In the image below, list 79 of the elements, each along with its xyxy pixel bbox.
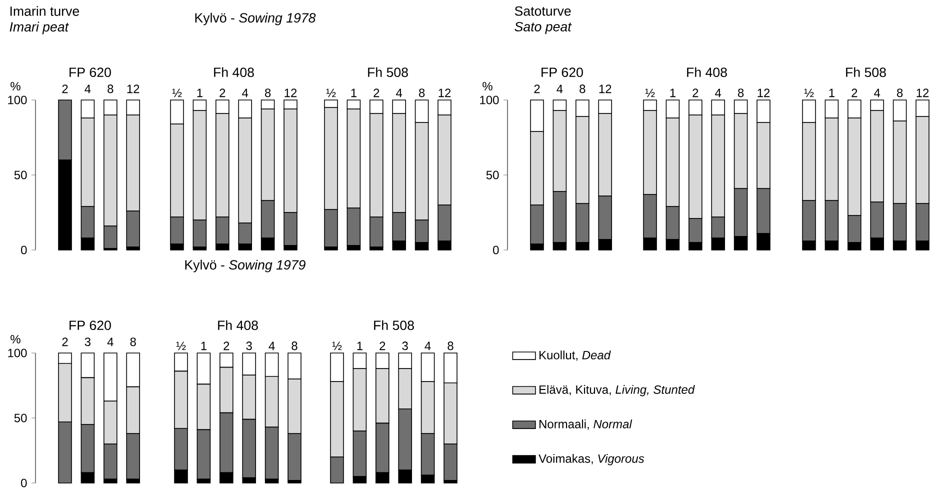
y-tick-label: 0 (21, 246, 27, 254)
text: Satoturve (514, 6, 571, 16)
x-tick-label: 1 (201, 342, 206, 350)
y-axis-title: % (10, 82, 20, 90)
x-tick-label: 8 (738, 88, 744, 98)
x-tick-label: 3 (402, 342, 408, 350)
y-tick-label: 0 (21, 478, 27, 488)
y-tick-label: 100 (480, 96, 499, 104)
x-tick-label: 8 (264, 88, 271, 98)
x-tick-label: 8 (292, 342, 298, 350)
x-tick-label: 3 (84, 338, 91, 346)
y-tick-label: 100 (8, 96, 27, 104)
x-tick-label: 1 (670, 88, 676, 98)
x-tick-label: 1 (357, 342, 362, 350)
legend-label: Normaali, Normal (540, 420, 632, 430)
chart-title: Fh 408 (687, 67, 727, 78)
x-tick-label: 12 (758, 88, 770, 98)
x-tick-label: 4 (268, 342, 275, 350)
legend-label: Voimakas, Vigorous (538, 454, 644, 466)
x-tick-label: 2 (534, 84, 540, 94)
text: Kylvö - Sowing 1979 (185, 260, 306, 272)
text: Sato peat (514, 22, 572, 34)
x-tick-label: 2 (374, 88, 380, 98)
chart-title: Fh 508 (846, 67, 886, 78)
x-tick-label: 1 (197, 88, 202, 98)
x-tick-label: 8 (580, 84, 586, 94)
x-tick-label: 8 (130, 338, 136, 346)
x-tick-label: ½ (332, 342, 342, 350)
x-tick-label: ½ (326, 88, 336, 98)
y-tick-label: 50 (14, 170, 27, 180)
y-tick-label: 100 (8, 348, 27, 358)
chart-title: FP 620 (542, 68, 583, 78)
x-tick-label: 2 (852, 88, 858, 98)
x-tick-label: 8 (418, 88, 425, 98)
chart-title: Fh 408 (214, 67, 254, 78)
chart-title: Fh 408 (218, 320, 258, 330)
x-tick-label: 12 (284, 88, 297, 98)
x-tick-label: 4 (715, 88, 722, 98)
y-tick-label: 50 (486, 170, 499, 180)
x-tick-label: ½ (804, 88, 814, 98)
y-axis-title: % (10, 335, 20, 344)
x-tick-label: ½ (172, 88, 182, 98)
chart-title: Fh 508 (368, 67, 408, 78)
x-tick-label: 1 (351, 88, 356, 98)
x-tick-label: 12 (438, 88, 451, 98)
chart-title: Fh 508 (374, 320, 414, 330)
legend-label: Kuollut, Dead (540, 350, 611, 361)
y-tick-label: 0 (493, 246, 499, 254)
text: Kylvö - Sowing 1978 (195, 12, 316, 26)
x-tick-label: 2 (380, 342, 386, 350)
x-tick-label: ½ (645, 88, 655, 98)
x-tick-label: 12 (599, 84, 612, 94)
x-tick-label: 2 (62, 84, 68, 94)
x-tick-label: 4 (396, 88, 402, 98)
x-tick-label: 4 (556, 84, 563, 94)
y-tick-label: 50 (14, 414, 27, 422)
x-tick-label: 8 (108, 84, 114, 94)
chart-title: FP 620 (70, 68, 111, 78)
legend-label: Elävä, Kituva, Living, Stunted (540, 385, 695, 396)
chart-title: FP 620 (70, 320, 111, 330)
x-tick-label: 4 (84, 84, 91, 94)
x-tick-label: 8 (896, 88, 903, 98)
x-tick-label: 4 (874, 88, 880, 98)
x-tick-label: 2 (692, 88, 698, 98)
x-tick-label: 1 (829, 88, 834, 98)
x-tick-label: ½ (176, 342, 186, 350)
x-tick-label: 4 (242, 88, 248, 98)
text: Imarin turve (10, 6, 80, 16)
x-tick-label: 2 (62, 338, 68, 346)
x-tick-label: 2 (220, 88, 226, 98)
x-tick-label: 3 (246, 342, 252, 350)
y-axis-title: % (482, 82, 492, 90)
x-tick-label: 2 (224, 342, 230, 350)
x-tick-label: 12 (127, 84, 140, 94)
text: Imari peat (10, 22, 69, 34)
x-tick-label: 4 (424, 342, 431, 350)
x-tick-label: 8 (448, 342, 454, 350)
x-tick-label: 4 (107, 338, 114, 346)
x-tick-label: 12 (916, 88, 929, 98)
